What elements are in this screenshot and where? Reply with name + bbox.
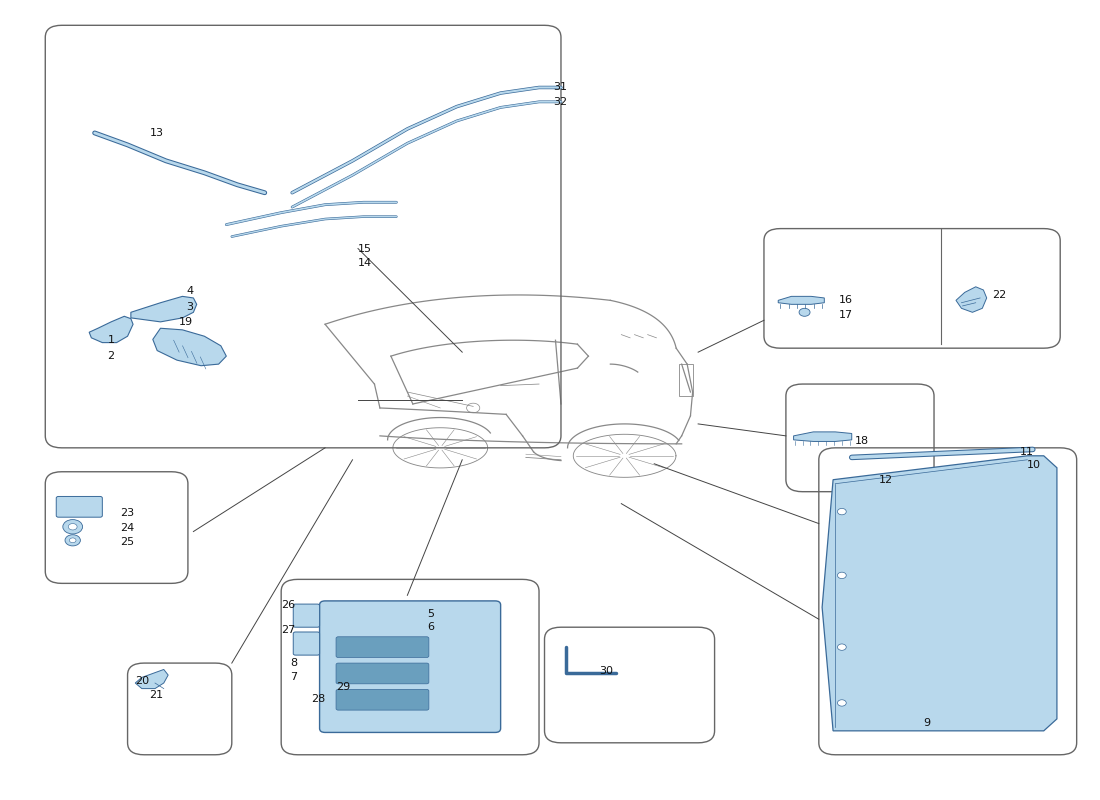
- Circle shape: [68, 523, 77, 530]
- Text: 26: 26: [282, 600, 296, 610]
- FancyBboxPatch shape: [320, 601, 500, 733]
- Circle shape: [837, 700, 846, 706]
- Polygon shape: [131, 296, 197, 322]
- Text: 1: 1: [108, 335, 114, 346]
- FancyBboxPatch shape: [336, 690, 429, 710]
- Text: 16: 16: [838, 295, 853, 306]
- FancyBboxPatch shape: [336, 663, 429, 684]
- Circle shape: [69, 538, 76, 542]
- Text: 21: 21: [150, 690, 164, 700]
- Text: 2: 2: [108, 351, 114, 361]
- Text: 19: 19: [179, 317, 194, 327]
- Polygon shape: [153, 328, 227, 366]
- Text: 3: 3: [186, 302, 194, 312]
- Circle shape: [63, 519, 82, 534]
- Circle shape: [837, 509, 846, 515]
- Circle shape: [837, 644, 846, 650]
- Text: 7: 7: [290, 673, 298, 682]
- Text: 17: 17: [838, 310, 853, 320]
- Circle shape: [837, 572, 846, 578]
- Text: 13: 13: [150, 128, 164, 138]
- Polygon shape: [89, 316, 133, 342]
- Text: 9: 9: [923, 718, 931, 728]
- Polygon shape: [822, 456, 1057, 731]
- Text: 23: 23: [120, 508, 134, 518]
- Text: 4: 4: [186, 286, 194, 296]
- Polygon shape: [956, 286, 987, 312]
- Polygon shape: [778, 296, 824, 304]
- Text: 6: 6: [427, 622, 434, 632]
- Text: 32: 32: [553, 97, 568, 107]
- FancyBboxPatch shape: [336, 637, 429, 658]
- Text: 14: 14: [358, 258, 372, 268]
- FancyBboxPatch shape: [56, 497, 102, 517]
- FancyBboxPatch shape: [294, 604, 320, 627]
- Text: 18: 18: [855, 437, 869, 446]
- Text: 10: 10: [1027, 460, 1042, 470]
- Text: 28: 28: [311, 694, 326, 704]
- Polygon shape: [793, 432, 851, 442]
- Text: 15: 15: [358, 243, 372, 254]
- Text: 25: 25: [120, 537, 134, 547]
- Text: 20: 20: [135, 676, 150, 686]
- FancyBboxPatch shape: [294, 632, 320, 655]
- Text: 29: 29: [337, 682, 350, 692]
- Circle shape: [65, 534, 80, 546]
- Text: 30: 30: [600, 666, 614, 676]
- Text: 22: 22: [992, 290, 1007, 300]
- Circle shape: [799, 308, 810, 316]
- Text: 11: 11: [1020, 447, 1034, 457]
- Text: 8: 8: [290, 658, 298, 668]
- Polygon shape: [135, 670, 168, 689]
- Bar: [680, 364, 693, 396]
- Text: 31: 31: [553, 82, 568, 93]
- Text: 5: 5: [427, 609, 434, 618]
- Text: 24: 24: [120, 522, 134, 533]
- Text: 27: 27: [282, 625, 296, 634]
- Text: 12: 12: [879, 474, 893, 485]
